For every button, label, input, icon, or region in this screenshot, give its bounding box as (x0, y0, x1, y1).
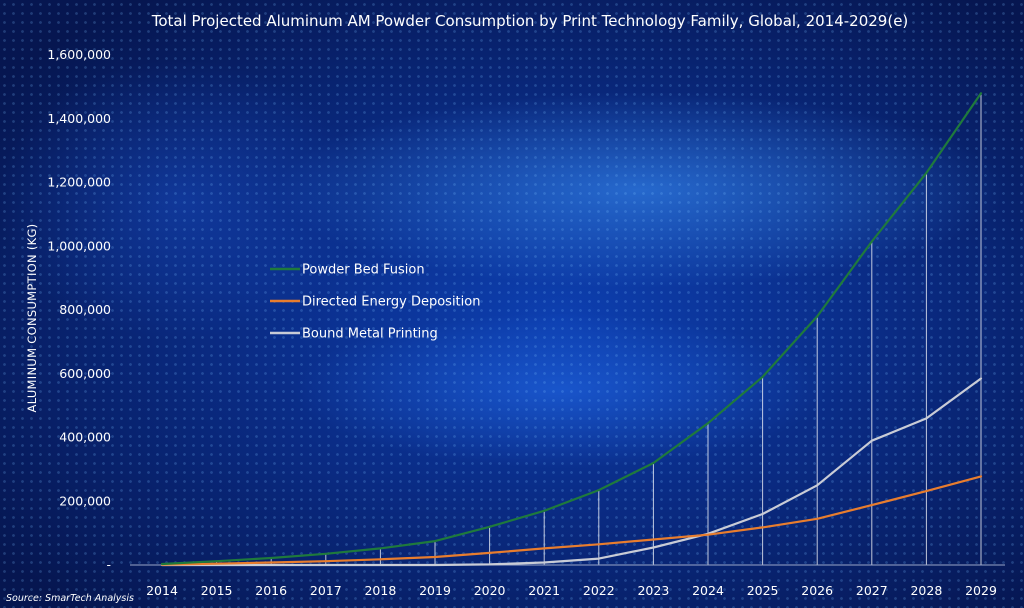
x-tick-label: 2029 (965, 583, 997, 598)
x-tick-label: 2020 (474, 583, 506, 598)
series-line-powder-bed-fusion (160, 92, 983, 566)
legend: Powder Bed Fusion Directed Energy Deposit… (270, 263, 480, 342)
x-tick-label: 2027 (856, 583, 888, 598)
y-tick-label: 1,600,000 (47, 47, 111, 62)
x-tick-label: 2028 (910, 583, 942, 598)
x-tick-label: 2026 (801, 583, 833, 598)
y-axis-label: ALUMINUM CONSUMPTION (KG) (25, 224, 39, 413)
x-tick-label: 2025 (747, 583, 779, 598)
legend-label: Bound Metal Printing (302, 327, 438, 342)
y-tick-label: 200,000 (59, 493, 111, 508)
series-line-directed-energy-deposition (160, 475, 983, 566)
y-axis-ticks: - 200,000 400,000 600,000 800,000 1,000,000 1,… (47, 47, 111, 572)
x-tick-label: 2019 (419, 583, 451, 598)
x-tick-label: 2018 (364, 583, 396, 598)
chart-title: Total Projected Aluminum AM Powder Consu… (151, 12, 909, 30)
x-tick-label: 2017 (310, 583, 342, 598)
x-tick-label: 2023 (637, 583, 669, 598)
legend-label: Powder Bed Fusion (302, 263, 425, 278)
y-tick-label: 1,400,000 (47, 111, 111, 126)
x-tick-label: 2014 (146, 583, 178, 598)
x-tick-label: 2022 (583, 583, 615, 598)
x-tick-label: 2016 (255, 583, 287, 598)
x-axis-ticks: 2014 2015 2016 2017 2018 2019 2020 2021 2022 2023… (146, 583, 997, 598)
series-line-bound-metal-printing (160, 377, 983, 567)
y-tick-label: - (106, 557, 111, 572)
y-tick-label: 400,000 (59, 430, 111, 445)
y-tick-label: 800,000 (59, 302, 111, 317)
legend-label: Directed Energy Deposition (302, 295, 480, 310)
y-tick-label: 600,000 (59, 366, 111, 381)
x-tick-label: 2024 (692, 583, 724, 598)
vertical-droplines (161, 93, 982, 565)
x-tick-label: 2015 (201, 583, 233, 598)
y-tick-label: 1,000,000 (47, 238, 111, 253)
series-lines (160, 92, 983, 567)
source-note: Source: SmarTech Analysis (6, 593, 134, 604)
x-tick-label: 2021 (528, 583, 560, 598)
y-tick-label: 1,200,000 (47, 175, 111, 190)
